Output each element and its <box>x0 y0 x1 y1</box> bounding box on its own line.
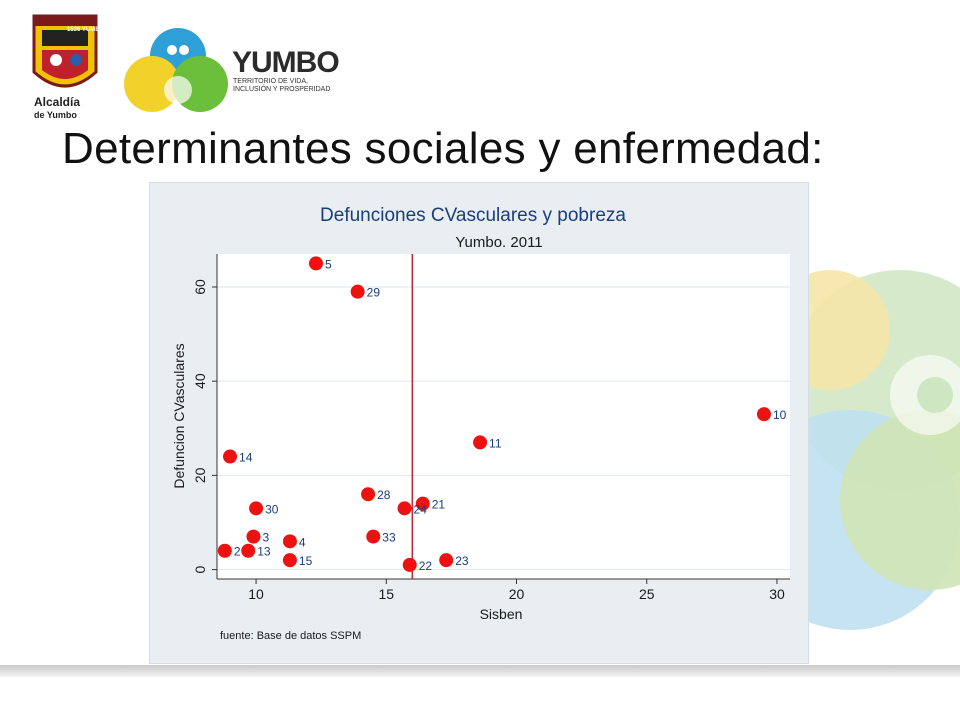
data-point <box>246 529 261 544</box>
bottom-bar <box>0 665 960 677</box>
data-point <box>439 553 454 568</box>
brand-word: YUMBO <box>232 46 340 79</box>
point-label: 5 <box>325 257 332 271</box>
point-label: 15 <box>299 554 313 568</box>
point-label: 22 <box>419 559 433 573</box>
y-ticks: 0 20 40 60 <box>192 279 217 573</box>
x-tick-label: 10 <box>248 586 264 602</box>
data-point <box>308 256 323 271</box>
data-point <box>350 284 365 299</box>
chart-source-note: fuente: Base de datos SSPM <box>220 630 361 642</box>
x-axis-label: Sisben <box>480 606 523 622</box>
yumbo-brand-logo <box>124 28 228 112</box>
x-tick-label: 15 <box>379 586 395 602</box>
data-point <box>397 501 412 516</box>
data-point <box>282 553 297 568</box>
data-point <box>223 449 238 464</box>
x-tick-label: 25 <box>639 586 655 602</box>
point-label: 11 <box>489 436 502 450</box>
chart-subtitle: Yumbo. 2011 <box>455 234 542 251</box>
y-tick-label: 60 <box>192 279 208 295</box>
data-point <box>756 407 771 422</box>
y-axis-label: Defuncion CVasculares <box>171 343 187 488</box>
chart-title: Defunciones CVasculares y pobreza <box>320 205 626 226</box>
data-point <box>249 501 264 516</box>
logo-area: 1536 YUMBO 1864 <box>30 12 350 132</box>
data-point <box>415 496 430 511</box>
brand-tagline-line1: TERRITORIO DE VIDA, <box>233 78 308 85</box>
point-label: 30 <box>265 502 279 516</box>
brand-tagline: TERRITORIO DE VIDA, INCLUSIÓN Y PROSPERI… <box>233 78 330 94</box>
point-label: 14 <box>239 451 253 465</box>
point-label: 4 <box>299 535 306 549</box>
point-label: 13 <box>257 545 271 559</box>
crest-top-text: 1536 YUMBO 1864 <box>67 27 120 33</box>
y-tick-label: 0 <box>192 565 208 573</box>
x-tick-label: 30 <box>769 586 785 602</box>
scatter-chart: Defunciones CVasculares y pobreza Yumbo.… <box>171 205 790 642</box>
point-label: 21 <box>432 498 446 512</box>
data-points <box>217 256 771 572</box>
plot-area <box>217 254 790 579</box>
crest-logo <box>32 14 98 88</box>
chart-panel: Defunciones CVasculares y pobreza Yumbo.… <box>149 182 809 664</box>
x-ticks: 10 15 20 25 30 <box>248 579 785 602</box>
data-point <box>473 435 488 450</box>
x-tick-label: 20 <box>509 586 525 602</box>
y-tick-label: 40 <box>192 373 208 389</box>
point-label: 10 <box>773 408 787 422</box>
crest-caption-line1: Alcaldía <box>34 95 81 109</box>
point-label: 3 <box>262 531 269 545</box>
point-label: 24 <box>414 502 428 516</box>
data-point <box>282 534 297 549</box>
point-label: 28 <box>377 488 391 502</box>
data-point <box>402 557 417 572</box>
point-label: 33 <box>382 531 396 545</box>
data-point <box>366 529 381 544</box>
y-tick-label: 20 <box>192 467 208 483</box>
crest-caption-line2: de Yumbo <box>34 110 77 120</box>
data-point <box>361 487 376 502</box>
point-label: 29 <box>367 286 381 300</box>
data-point <box>217 543 232 558</box>
point-label: 23 <box>455 554 469 568</box>
crest-caption: Alcaldía de Yumbo <box>34 96 80 122</box>
slide-title: Determinantes sociales y enfermedad: <box>62 124 824 173</box>
data-point <box>241 543 256 558</box>
brand-tagline-line2: INCLUSIÓN Y PROSPERIDAD <box>233 86 331 93</box>
grid-lines <box>217 286 790 571</box>
point-label: 2 <box>234 545 241 559</box>
